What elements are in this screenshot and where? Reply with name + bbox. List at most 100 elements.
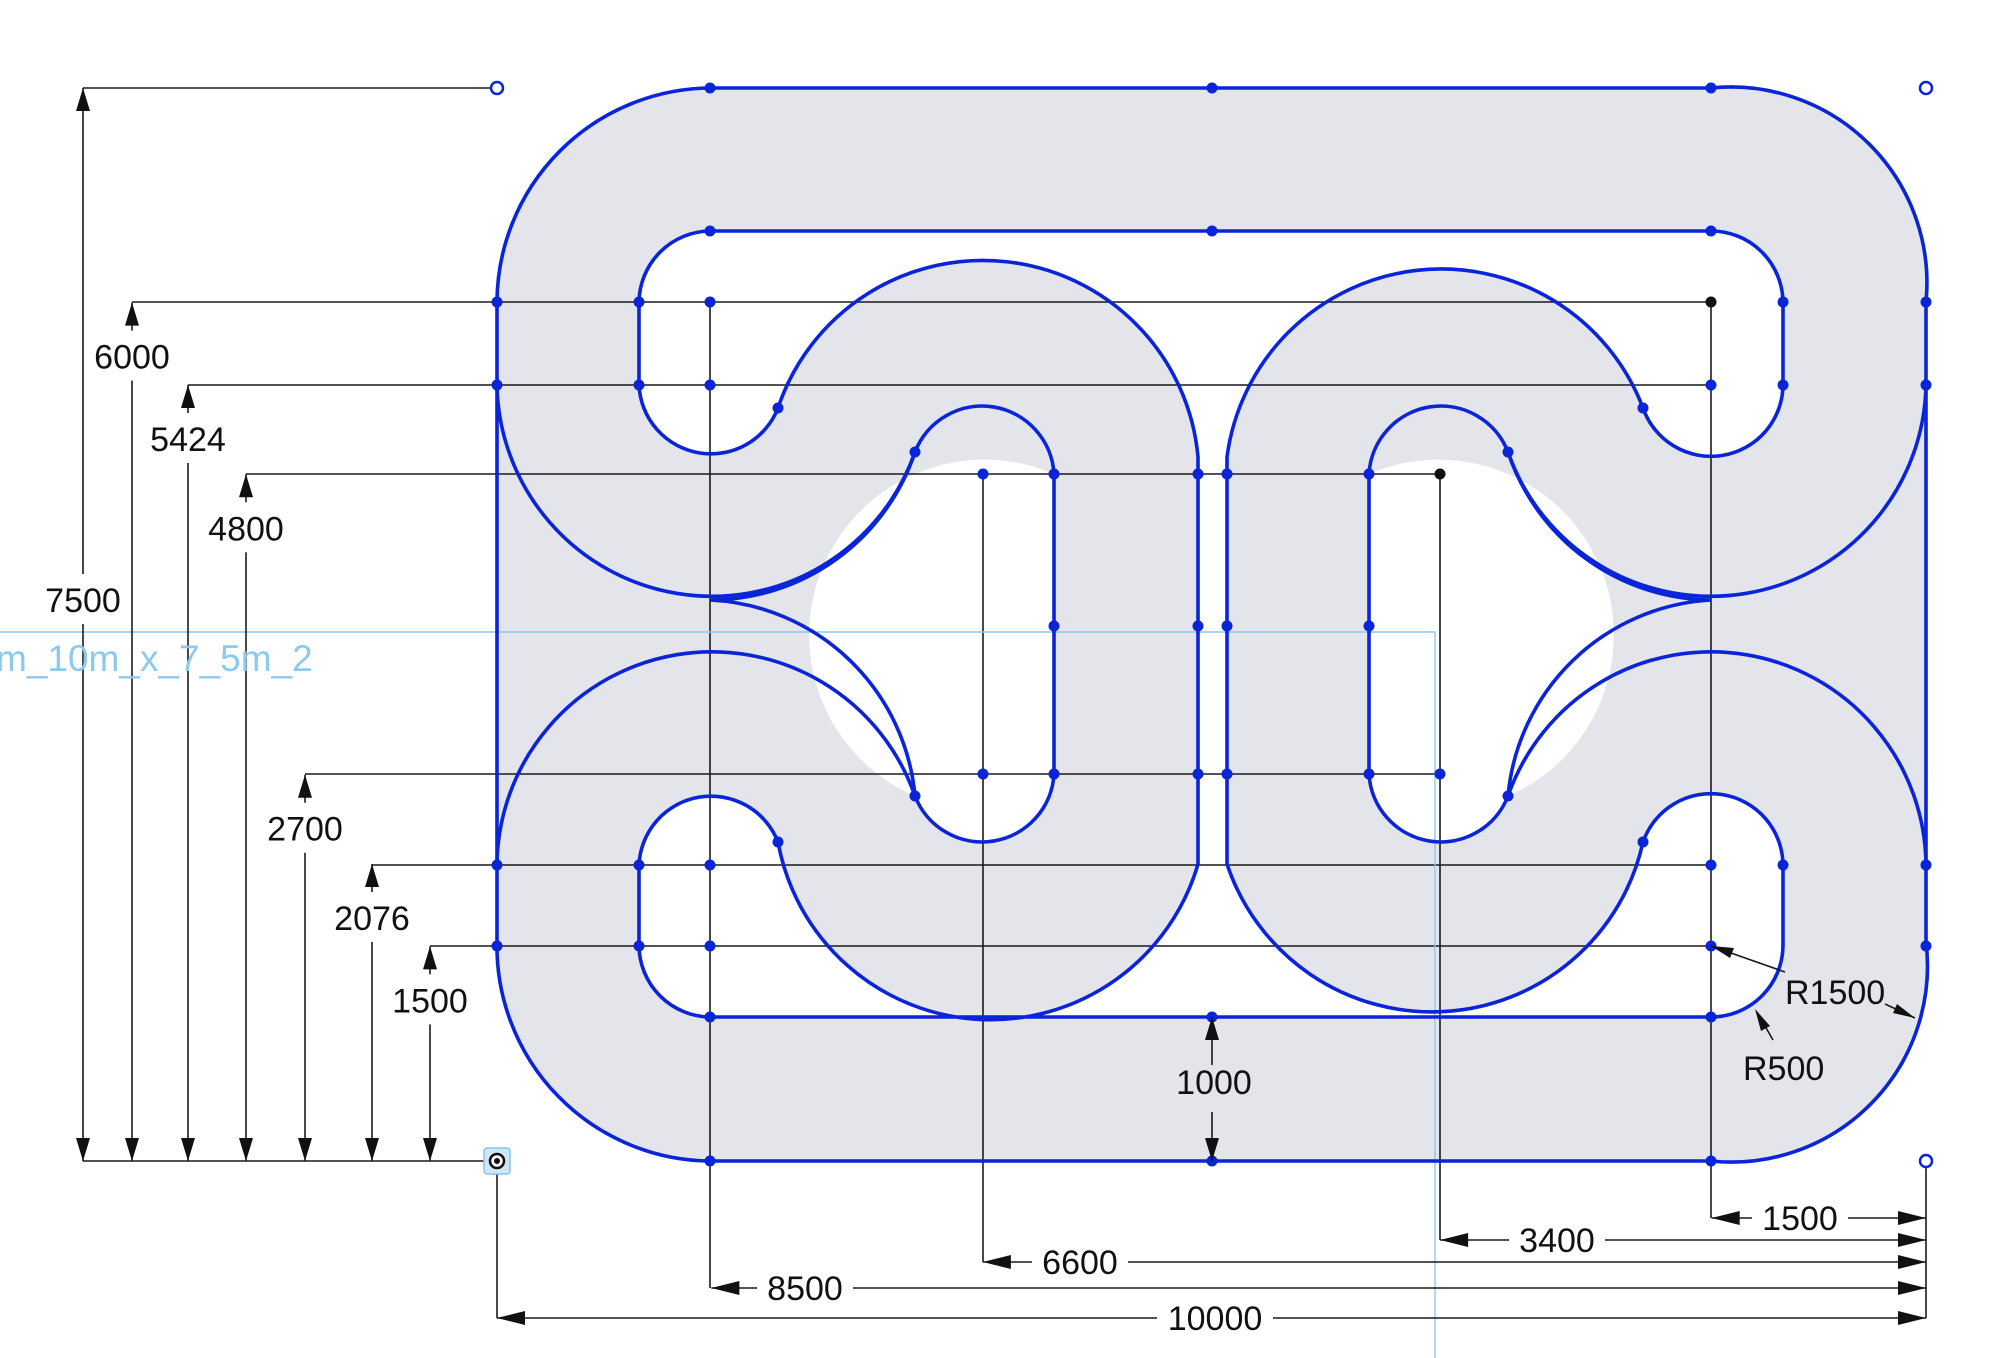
sketch-point[interactable] [633,859,645,871]
dimension-label-v6000[interactable]: 6000 [94,339,170,377]
sketch-point[interactable] [1434,468,1446,480]
sketch-point[interactable] [704,296,716,308]
sketch-point[interactable] [1221,468,1233,480]
sketch-point[interactable] [1048,620,1060,632]
sketch-point[interactable] [1705,296,1717,308]
sketch-point[interactable] [1920,296,1932,308]
sketch-point[interactable] [1705,379,1717,391]
dimension-label-v4800[interactable]: 4800 [208,510,284,548]
outer-track-edge[interactable] [495,85,1930,1164]
sketch-point[interactable] [704,1011,716,1023]
sketch-point[interactable] [704,940,716,952]
dimension-v7500[interactable]: 7500 [45,88,121,1161]
sketch-point[interactable] [1920,859,1932,871]
upper-left-loop-edge[interactable] [495,384,917,599]
dimension-v4800[interactable]: 4800 [208,474,284,1161]
gap-dimension[interactable]: 1000 [1176,1017,1252,1161]
sketch-point[interactable] [1705,1155,1717,1167]
sketch-point[interactable] [1206,225,1218,237]
dimension-label-h8500[interactable]: 8500 [767,1270,843,1308]
dimension-v1500[interactable]: 1500 [392,946,468,1161]
sketch-point[interactable] [1920,940,1932,952]
dimension-label-v1500[interactable]: 1500 [392,982,468,1020]
sketch-point[interactable] [1637,836,1649,848]
sketch-point[interactable] [491,940,503,952]
sketch-point[interactable] [1502,790,1514,802]
sketch-point[interactable] [1363,468,1375,480]
dimension-h6600[interactable]: 6600 [982,1244,1926,1282]
dimension-label-v5424[interactable]: 5424 [150,421,226,459]
dimension-v6000[interactable]: 6000 [94,302,170,1161]
sketch-point[interactable] [1777,379,1789,391]
dimension-label-v7500[interactable]: 7500 [45,582,121,620]
sketch-point[interactable] [704,225,716,237]
radius-dimension-outer[interactable]: R1500 [1710,945,1916,1019]
sketch-point[interactable] [1192,468,1204,480]
sketch-point[interactable] [633,296,645,308]
sketch-point[interactable] [1637,402,1649,414]
sketch-point[interactable] [1363,768,1375,780]
sketch-point[interactable] [1363,620,1375,632]
sketch-point[interactable] [633,379,645,391]
sketch-point[interactable] [1705,225,1717,237]
dimension-label-v2700[interactable]: 2700 [267,811,343,849]
sketch-point[interactable] [633,940,645,952]
corner-point-bottom-right[interactable] [1918,1153,1934,1169]
radius-inner-label[interactable]: R500 [1743,1050,1824,1088]
sketch-name-label[interactable]: m_10m_x_7_5m_2 [0,638,313,679]
sketch-point[interactable] [772,836,784,848]
sketch-point[interactable] [704,1155,716,1167]
sketch-point[interactable] [704,82,716,94]
sketch-point[interactable] [1705,1011,1717,1023]
sketch-point[interactable] [1777,296,1789,308]
sketch-point[interactable] [1777,859,1789,871]
radius-outer-label[interactable]: R1500 [1785,974,1885,1012]
vertical-dimensions[interactable]: 7500 6000 5424 4800 2700 2076 1500 [45,88,468,1161]
horizontal-dimensions[interactable]: 1500 3400 6600 8500 10000 [497,1200,1926,1338]
dimension-h1500[interactable]: 1500 [1711,1200,1926,1238]
sketch-point[interactable] [1192,620,1204,632]
dimension-v2076[interactable]: 2076 [334,863,410,1161]
sketch-point[interactable] [772,402,784,414]
sketch-point[interactable] [909,446,921,458]
right-hole-edge[interactable] [1367,404,1712,844]
sketch-point[interactable] [1920,379,1932,391]
gap-dimension-label[interactable]: 1000 [1176,1064,1252,1102]
dimension-v5424[interactable]: 5424 [150,385,226,1161]
sketch-point[interactable] [491,379,503,391]
sketch-point[interactable] [704,379,716,391]
sketch-point[interactable] [1192,768,1204,780]
dimension-label-v2076[interactable]: 2076 [334,900,410,938]
sketch-point[interactable] [491,296,503,308]
sketch-point[interactable] [909,790,921,802]
sketch-point[interactable] [1048,768,1060,780]
sketch-point[interactable] [704,859,716,871]
sketch-point[interactable] [1434,768,1446,780]
sketch-point[interactable] [1206,82,1218,94]
lower-right-loop-edge[interactable] [1506,650,1928,866]
sketch-point[interactable] [1221,768,1233,780]
sketch-point[interactable] [1221,620,1233,632]
sketch-point[interactable] [1705,859,1717,871]
sketch-point[interactable] [1502,446,1514,458]
sketch-point[interactable] [1048,468,1060,480]
dimension-label-h1500[interactable]: 1500 [1762,1200,1838,1238]
dimension-v2700[interactable]: 2700 [267,774,343,1161]
dimension-h10000[interactable]: 10000 [497,1300,1926,1338]
lower-left-loop-edge[interactable] [495,650,917,866]
left-hole-edge[interactable] [709,404,1056,844]
sketch-point[interactable] [491,859,503,871]
dimension-h8500[interactable]: 8500 [711,1270,1926,1308]
corner-point-top-right[interactable] [1918,80,1934,96]
dimension-label-h6600[interactable]: 6600 [1042,1244,1118,1282]
sketch-point[interactable] [1705,82,1717,94]
sketch-point[interactable] [977,468,989,480]
dimension-label-h10000[interactable]: 10000 [1168,1300,1263,1338]
sketch-point[interactable] [977,768,989,780]
corner-point-top-left[interactable] [489,80,505,96]
dimension-h3400[interactable]: 3400 [1440,1222,1926,1260]
upper-right-loop-edge[interactable] [1506,384,1928,599]
dimension-label-h3400[interactable]: 3400 [1519,1222,1595,1260]
radius-dimension-inner[interactable]: R500 [1743,1009,1824,1088]
